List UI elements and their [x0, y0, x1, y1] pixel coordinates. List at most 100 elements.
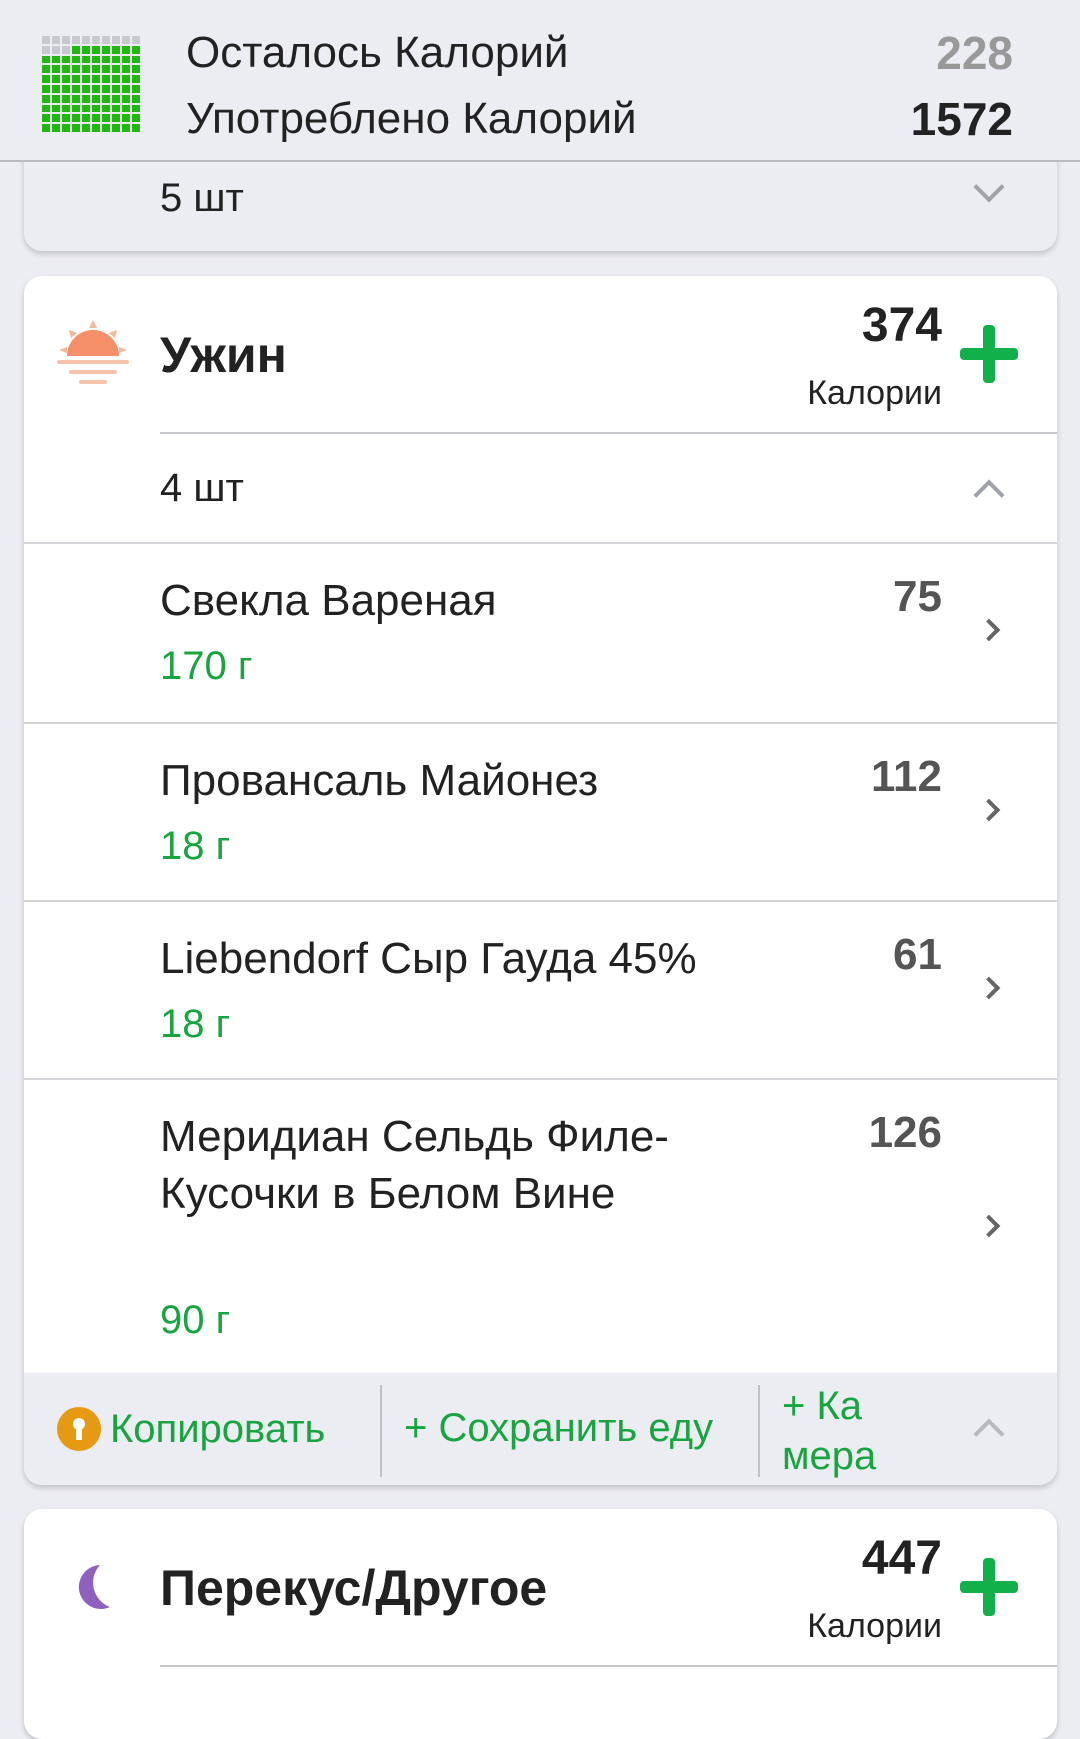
sunset-icon [57, 320, 129, 384]
grid-cell [122, 124, 130, 132]
grid-cell [92, 65, 100, 74]
grid-cell [72, 45, 80, 54]
grid-cell [72, 114, 80, 123]
remaining-value: 228 [936, 27, 1013, 79]
grid-cell [82, 104, 90, 113]
moon-icon [78, 1565, 110, 1609]
grid-cell [72, 124, 80, 132]
grid-cell [122, 104, 130, 113]
grid-cell [52, 114, 60, 123]
grid-cell [92, 114, 100, 123]
grid-cell [92, 55, 100, 64]
grid-cell [82, 85, 90, 93]
grid-cell [82, 114, 90, 123]
grid-cell [112, 45, 120, 54]
grid-cell [122, 36, 130, 44]
grid-cell [62, 45, 70, 54]
copy-button[interactable]: Копировать [24, 1373, 325, 1485]
grid-cell [102, 36, 110, 44]
grid-cell [82, 94, 90, 103]
grid-cell [132, 55, 140, 64]
previous-meal-card: 5 шт [24, 150, 1057, 251]
food-name: Свекла Вареная [160, 576, 497, 625]
grid-cell [62, 124, 70, 132]
grid-cell [42, 45, 50, 54]
food-calories: 75 [893, 572, 942, 621]
meal-title: Перекус/Другое [160, 1560, 548, 1616]
grid-cell [52, 94, 60, 103]
grid-cell [112, 85, 120, 93]
food-item[interactable]: Liebendorf Сыр Гауда 45% 61 18 г [24, 900, 1057, 1078]
grid-cell [52, 75, 60, 83]
grid-cell [52, 55, 60, 64]
grid-cell [112, 36, 120, 44]
food-item[interactable]: Меридиан Сельдь Филе-Кусочки в Белом Вин… [24, 1078, 1057, 1373]
grid-cell [42, 124, 50, 132]
grid-cell [112, 55, 120, 64]
divider [380, 1385, 382, 1477]
food-weight: 170 г [160, 644, 253, 688]
grid-cell [52, 36, 60, 44]
food-item[interactable]: Провансаль Майонез 112 18 г [24, 722, 1057, 900]
chevron-up-icon[interactable] [973, 1418, 1005, 1450]
chevron-right-icon [977, 798, 1001, 822]
grid-cell [102, 124, 110, 132]
food-item[interactable]: Свекла Вареная 75 170 г [24, 542, 1057, 722]
chevron-right-icon [977, 618, 1001, 642]
chevron-up-icon[interactable] [973, 479, 1005, 511]
grid-cell [132, 124, 140, 132]
grid-cell [82, 45, 90, 54]
add-food-button[interactable] [960, 1558, 1018, 1616]
meal-calories: 374 [861, 299, 942, 352]
grid-cell [62, 65, 70, 74]
grid-cell [102, 55, 110, 64]
grid-cell [112, 75, 120, 83]
food-name: Меридиан Сельдь Филе-Кусочки в Белом Вин… [160, 1112, 669, 1218]
chevron-down-icon[interactable] [973, 171, 1005, 203]
grid-cell [122, 85, 130, 93]
grid-cell [72, 65, 80, 74]
grid-cell [132, 65, 140, 74]
chevron-right-icon [977, 1214, 1001, 1238]
grid-cell [62, 55, 70, 64]
meal-title: Ужин [160, 327, 287, 383]
grid-cell [42, 65, 50, 74]
grid-cell [102, 94, 110, 103]
grid-cell [102, 75, 110, 83]
grid-cell [62, 94, 70, 103]
add-food-button[interactable] [960, 325, 1018, 383]
grid-cell [42, 114, 50, 123]
grid-cell [132, 36, 140, 44]
grid-cell [92, 36, 100, 44]
grid-cell [52, 65, 60, 74]
item-count: 4 шт [160, 466, 244, 510]
grid-cell [72, 75, 80, 83]
grid-cell [122, 114, 130, 123]
grid-cell [92, 124, 100, 132]
copy-label: Копировать [110, 1406, 326, 1451]
divider [758, 1385, 760, 1477]
grid-cell [132, 104, 140, 113]
grid-cell [112, 124, 120, 132]
item-count: 5 шт [160, 176, 244, 220]
grid-cell [92, 45, 100, 54]
meal-calories: 447 [861, 1532, 942, 1585]
save-food-button[interactable]: + Сохранить еду [404, 1406, 714, 1450]
food-weight: 18 г [160, 1002, 231, 1046]
food-name: Провансаль Майонез [160, 756, 599, 805]
grid-cell [42, 85, 50, 93]
food-weight: 90 г [160, 1298, 231, 1342]
calorie-summary-header: Осталось Калорий 228 Употреблено Калорий… [0, 0, 1080, 162]
chevron-right-icon [977, 976, 1001, 1000]
food-name: Liebendorf Сыр Гауда 45% [160, 934, 697, 983]
calorie-grid-icon [42, 36, 140, 132]
grid-cell [72, 36, 80, 44]
grid-cell [132, 114, 140, 123]
camera-button[interactable]: + Камера [782, 1384, 877, 1478]
grid-cell [122, 94, 130, 103]
grid-cell [72, 55, 80, 64]
grid-cell [92, 94, 100, 103]
consumed-value: 1572 [910, 93, 1013, 145]
grid-cell [82, 36, 90, 44]
grid-cell [102, 45, 110, 54]
